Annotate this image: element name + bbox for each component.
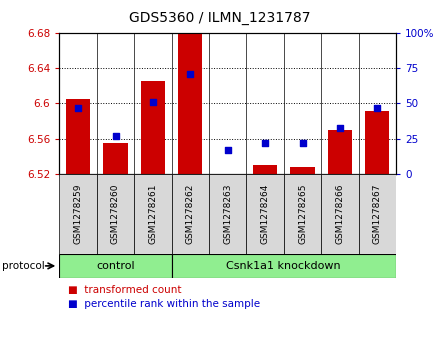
Text: GSM1278266: GSM1278266 — [335, 184, 345, 244]
Bar — [328, 130, 352, 174]
Bar — [321, 174, 359, 254]
Point — [75, 105, 82, 111]
Text: GSM1278267: GSM1278267 — [373, 184, 382, 244]
Text: control: control — [96, 261, 135, 271]
Bar — [365, 111, 389, 174]
Text: protocol: protocol — [2, 261, 45, 271]
Bar — [134, 174, 172, 254]
Text: Csnk1a1 knockdown: Csnk1a1 knockdown — [227, 261, 341, 271]
Point — [187, 71, 194, 77]
Bar — [172, 254, 396, 278]
Point — [149, 99, 157, 105]
Text: GSM1278264: GSM1278264 — [260, 184, 270, 244]
Bar — [209, 174, 246, 254]
Point — [261, 140, 268, 146]
Bar — [246, 174, 284, 254]
Bar — [59, 174, 97, 254]
Text: GSM1278262: GSM1278262 — [186, 184, 195, 244]
Text: GSM1278263: GSM1278263 — [223, 184, 232, 244]
Bar — [66, 99, 90, 174]
Bar — [141, 81, 165, 174]
Point — [337, 125, 344, 130]
Bar — [59, 254, 172, 278]
Bar — [253, 166, 277, 174]
Bar — [216, 174, 240, 175]
Text: GSM1278265: GSM1278265 — [298, 184, 307, 244]
Text: GSM1278259: GSM1278259 — [73, 184, 83, 244]
Point — [374, 105, 381, 111]
Text: GSM1278260: GSM1278260 — [111, 184, 120, 244]
Bar — [290, 167, 315, 174]
Point — [299, 140, 306, 146]
Bar — [103, 143, 128, 174]
Point — [112, 133, 119, 139]
Bar — [284, 174, 321, 254]
Bar — [178, 34, 202, 174]
Text: GDS5360 / ILMN_1231787: GDS5360 / ILMN_1231787 — [129, 11, 311, 25]
Text: GSM1278261: GSM1278261 — [148, 184, 158, 244]
Text: ■  transformed count: ■ transformed count — [68, 285, 182, 295]
Bar — [172, 174, 209, 254]
Text: ■  percentile rank within the sample: ■ percentile rank within the sample — [68, 299, 260, 310]
Bar — [359, 174, 396, 254]
Bar — [97, 174, 134, 254]
Point — [224, 147, 231, 153]
